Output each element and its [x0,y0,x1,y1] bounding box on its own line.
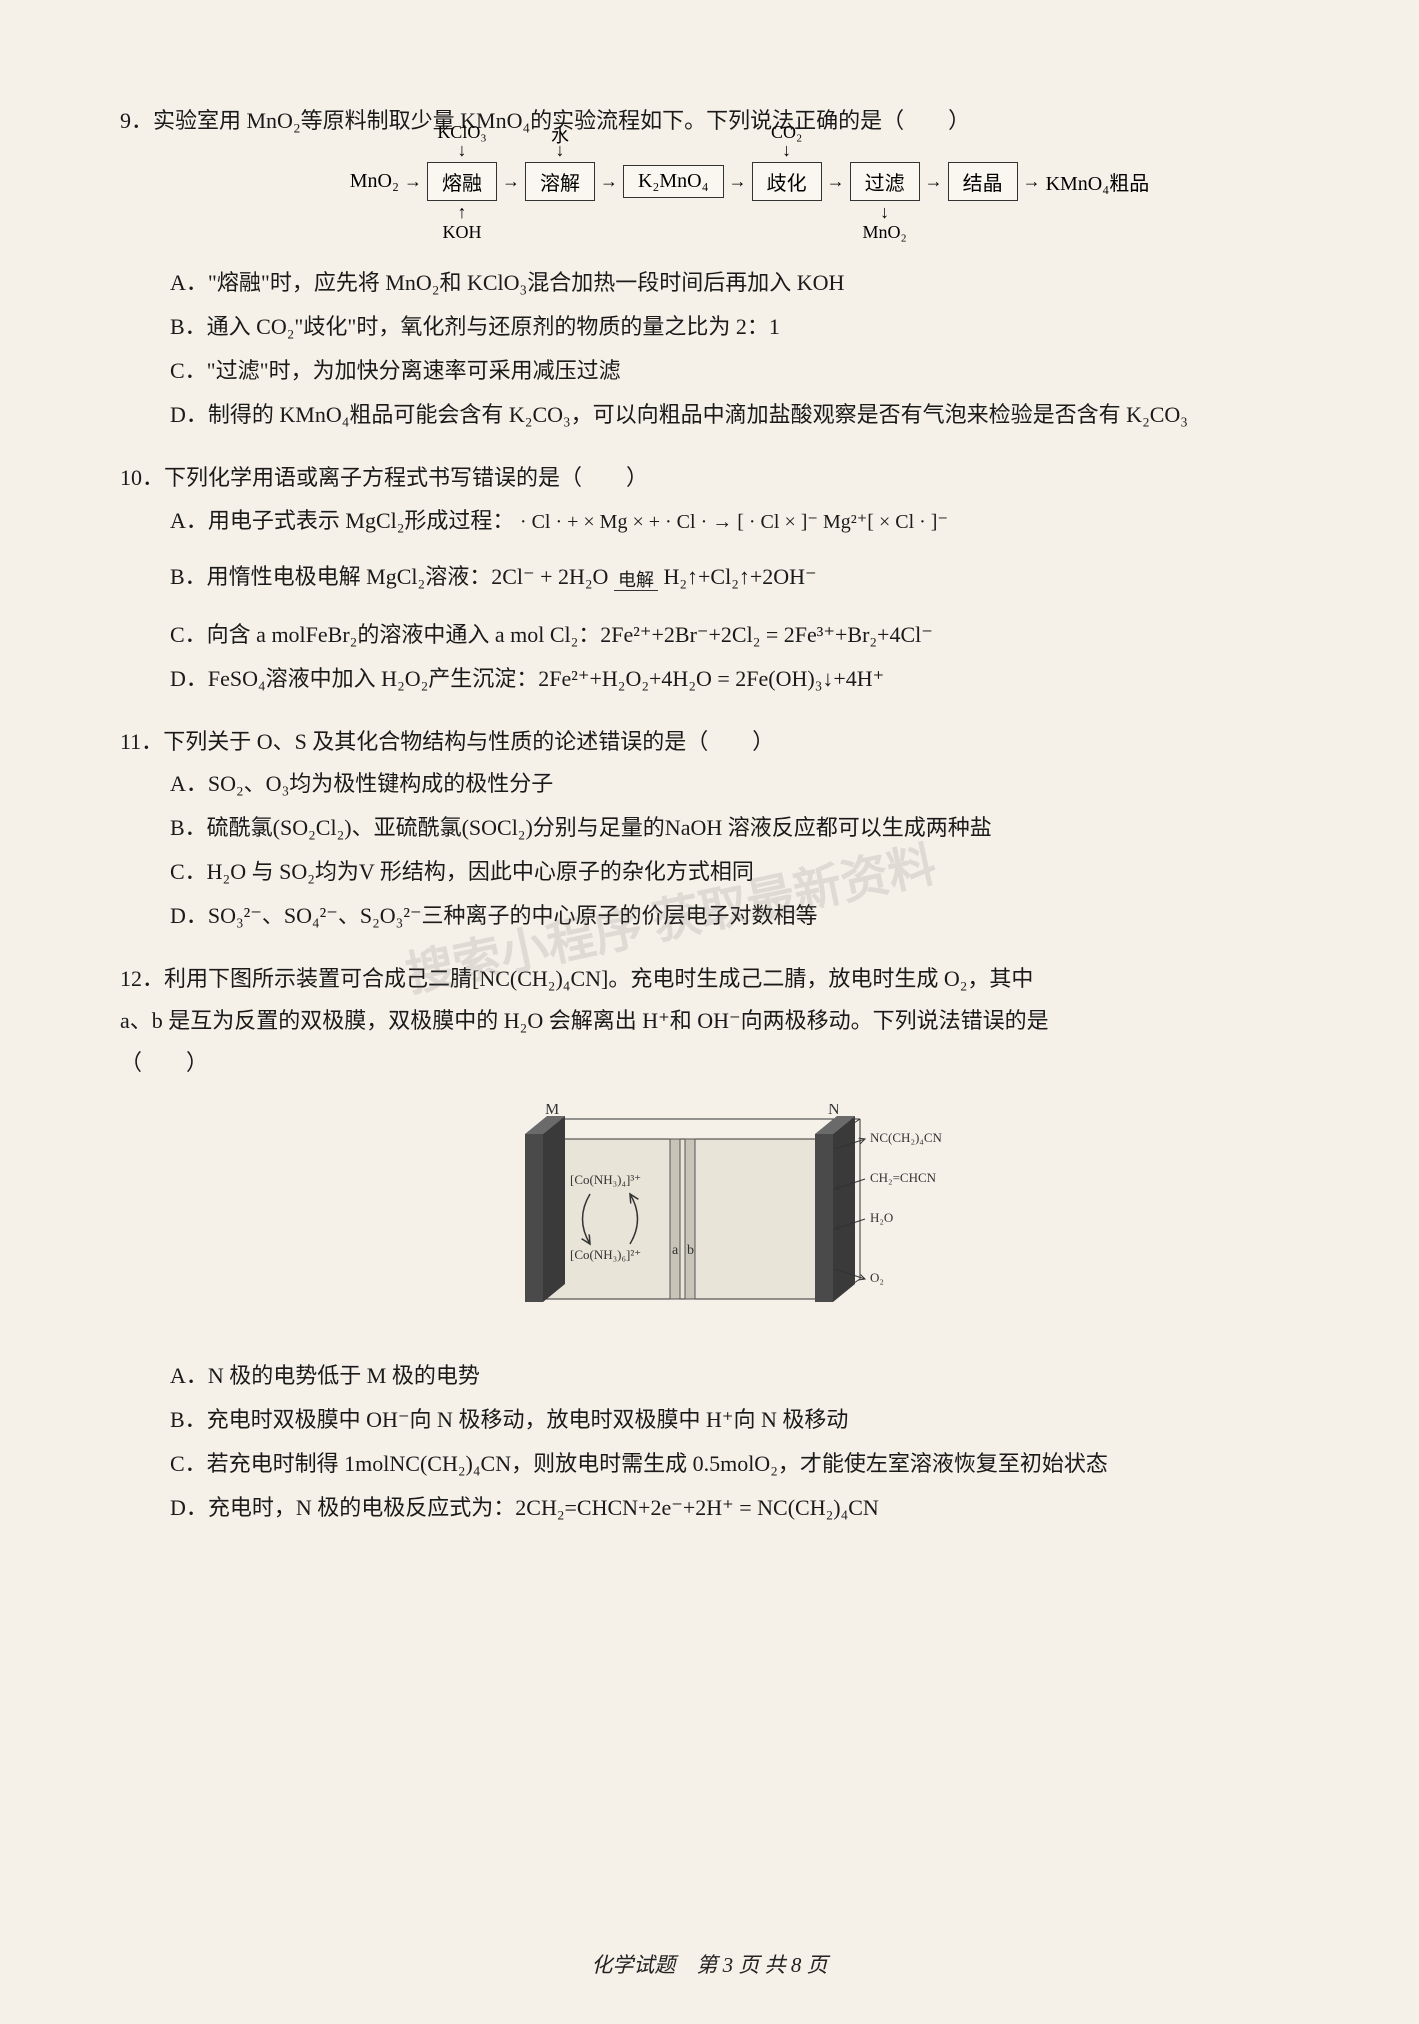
q12-stem: 利用下图所示装置可合成己二腈[NC(CH₂)₄CN]。充电时生成己二腈，放电时生… [164,966,1033,991]
q11-stem: 下列关于 O、S 及其化合物结构与性质的论述错误的是（ ） [163,729,774,754]
question-12: 12．利用下图所示装置可合成己二腈[NC(CH₂)₄CN]。充电时生成己二腈，放… [120,958,1299,1529]
q12-stem-2: a、b 是互为反置的双极膜，双极膜中的 H₂O 会解离出 H⁺和 OH⁻向两极移… [120,1000,1299,1042]
question-11: 11．下列关于 O、S 及其化合物结构与性质的论述错误的是（ ） A．SO₂、O… [120,721,1299,939]
membrane-b: b [687,1243,694,1258]
q10-a-label: A．用电子式表示 MgCl₂形成过程： [170,508,514,533]
down-arrow-icon: ↓ [555,140,564,161]
q9-option-d: D．制得的 KMnO₄粗品可能会含有 K₂CO₃，可以向粗品中滴加盐酸观察是否有… [120,393,1299,437]
arrow-icon: → [502,171,520,192]
q10-stem: 下列化学用语或离子方程式书写错误的是（ ） [164,465,648,490]
q9-option-c: C．"过滤"时，为加快分离速率可采用减压过滤 [120,349,1299,393]
q11-option-a: A．SO₂、O₃均为极性键构成的极性分子 [120,762,1299,806]
q11-option-d: D．SO₃²⁻、SO₄²⁻、S₂O₃²⁻三种离子的中心原子的价层电子对数相等 [120,894,1299,938]
down-arrow-icon: ↓ [880,202,889,223]
q10-option-a: A．用电子式表示 MgCl₂形成过程： · Cl · + × Mg × + · … [120,499,1299,543]
q11-option-c: C．H₂O 与 SO₂均为V 形结构，因此中心原子的杂化方式相同 [120,850,1299,894]
flow-input: KOH [442,222,481,243]
electrolysis-label: 电解 [614,557,658,601]
q10-option-c: C．向含 a molFeBr₂的溶液中通入 a mol Cl₂：2Fe²⁺+2B… [120,613,1299,657]
arrow-icon: → [404,171,422,192]
question-9: 9．实验室用 MnO₂等原料制取少量 KMnO₄的实验流程如下。下列说法正确的是… [120,100,1299,437]
q10-number: 10． [120,465,164,490]
q12-number: 12． [120,966,164,991]
arrow-icon: → [729,171,747,192]
q10-option-b: B．用惰性电极电解 MgCl₂溶液：2Cl⁻ + 2H₂O 电解 H₂↑+Cl₂… [120,555,1299,601]
cobalt-2plus: [Co(NH₃)₆]²⁺ [570,1247,641,1262]
arrow-icon: → [925,171,943,192]
reactant-acrylonitrile: CH₂=CHCN [870,1170,937,1185]
q10-option-d: D．FeSO₄溶液中加入 H₂O₂产生沉淀：2Fe²⁺+H₂O₂+4H₂O = … [120,657,1299,701]
flow-box: 溶解 [525,162,595,201]
electrode-m-label: M [545,1104,559,1118]
question-10: 10．下列化学用语或离子方程式书写错误的是（ ） A．用电子式表示 MgCl₂形… [120,457,1299,701]
q12-cell-diagram: M N a b [Co(NH₃)₄]³⁺ [Co(NH₃)₆]²⁺ [120,1104,1299,1334]
arrow-icon: → [600,171,618,192]
q12-option-b: B．充电时双极膜中 OH⁻向 N 极移动，放电时双极膜中 H⁺向 N 极移动 [120,1398,1299,1442]
q9-option-a: A．"熔融"时，应先将 MnO₂和 KClO₃混合加热一段时间后再加入 KOH [120,261,1299,305]
membrane-a: a [672,1243,679,1258]
q10-b-label: B．用惰性电极电解 MgCl₂溶液：2Cl⁻ + 2H₂O [170,564,608,589]
flow-box: K₂MnO₄ [623,165,724,198]
up-arrow-icon: ↑ [457,202,466,223]
q11-number: 11． [120,729,163,754]
flow-start: MnO₂ [350,170,399,193]
q12-option-c: C．若充电时制得 1molNC(CH₂)₄CN，则放电时需生成 0.5molO₂… [120,1442,1299,1486]
flow-output: MnO₂ [862,222,906,243]
q10-b-right: H₂↑+Cl₂↑+2OH⁻ [663,564,816,589]
flow-end: KMnO₄粗品 [1046,167,1150,196]
flow-box: 过滤 [850,162,920,201]
q11-option-b: B．硫酰氯(SO₂Cl₂)、亚硫酰氯(SOCl₂)分别与足量的NaOH 溶液反应… [120,806,1299,850]
q10-a-equation: · Cl · + × Mg × + · Cl · → [ · Cl × ]⁻ M… [520,511,948,533]
arrow-icon: → [1023,171,1041,192]
q12-bracket: （ ） [120,1042,1299,1084]
flow-box: 歧化 [752,162,822,201]
q12-option-d: D．充电时，N 极的电极反应式为：2CH₂=CHCN+2e⁻+2H⁺ = NC(… [120,1486,1299,1530]
water-label: H₂O [870,1210,893,1225]
q9-flow-diagram: MnO₂ → KClO₃ ↓ 熔融 ↑ KOH → 水 ↓ 溶解 → K₂MnO… [200,162,1299,201]
arrow-icon: → [827,171,845,192]
cobalt-3plus: [Co(NH₃)₄]³⁺ [570,1172,641,1187]
electrode-n-label: N [828,1104,840,1118]
product-adiponitrile: NC(CH₂)₄CN [870,1130,943,1145]
q9-option-b: B．通入 CO₂"歧化"时，氧化剂与还原剂的物质的量之比为 2：1 [120,305,1299,349]
page-footer: 化学试题 第 3 页 共 8 页 [0,1949,1419,1979]
q12-option-a: A．N 极的电势低于 M 极的电势 [120,1354,1299,1398]
flow-box: 结晶 [948,162,1018,201]
down-arrow-icon: ↓ [782,140,791,161]
flow-box: 熔融 [427,162,497,201]
down-arrow-icon: ↓ [457,140,466,161]
oxygen-label: O₂ [870,1270,884,1285]
q9-stem: 9．实验室用 MnO₂等原料制取少量 KMnO₄的实验流程如下。下列说法正确的是… [120,100,1299,142]
